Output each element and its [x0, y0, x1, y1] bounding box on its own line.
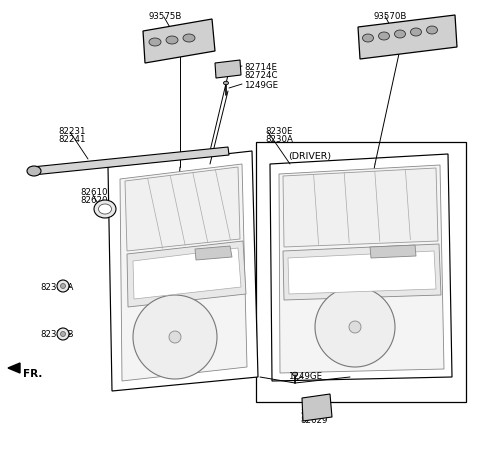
Ellipse shape: [27, 166, 41, 177]
Polygon shape: [279, 166, 444, 373]
Polygon shape: [215, 61, 241, 79]
Text: 93570B: 93570B: [374, 12, 408, 21]
Polygon shape: [302, 394, 332, 421]
Polygon shape: [283, 169, 438, 248]
Text: 82231: 82231: [58, 127, 85, 136]
Polygon shape: [127, 241, 246, 307]
Ellipse shape: [98, 205, 111, 215]
Polygon shape: [288, 252, 436, 295]
Polygon shape: [358, 16, 457, 60]
Text: 82241: 82241: [58, 135, 85, 144]
Polygon shape: [125, 168, 240, 252]
Polygon shape: [133, 249, 241, 299]
Polygon shape: [120, 165, 247, 381]
Ellipse shape: [362, 35, 373, 43]
Text: 8230E: 8230E: [265, 127, 292, 136]
Text: 82629: 82629: [300, 415, 327, 424]
Circle shape: [60, 332, 65, 337]
Ellipse shape: [379, 33, 389, 41]
Text: 82620: 82620: [80, 196, 108, 205]
Polygon shape: [108, 152, 258, 391]
Polygon shape: [270, 155, 452, 381]
Ellipse shape: [183, 35, 195, 43]
Text: 1249GE: 1249GE: [244, 81, 278, 90]
Text: 82714E: 82714E: [244, 63, 277, 72]
Circle shape: [315, 287, 395, 367]
Ellipse shape: [427, 27, 437, 35]
Circle shape: [60, 284, 65, 289]
Ellipse shape: [166, 37, 178, 45]
Circle shape: [57, 328, 69, 340]
Ellipse shape: [395, 31, 406, 39]
Ellipse shape: [149, 39, 161, 47]
Polygon shape: [143, 20, 215, 64]
Ellipse shape: [292, 373, 298, 376]
Text: 82315B: 82315B: [40, 329, 73, 338]
Text: FR.: FR.: [23, 368, 42, 378]
Text: 82610: 82610: [80, 188, 108, 197]
Text: 8230A: 8230A: [265, 135, 293, 144]
Polygon shape: [195, 246, 232, 260]
Text: 1249GE: 1249GE: [288, 371, 322, 380]
Circle shape: [57, 281, 69, 292]
Text: (DRIVER): (DRIVER): [288, 152, 331, 161]
Circle shape: [349, 321, 361, 333]
Ellipse shape: [94, 201, 116, 219]
Bar: [256, 143, 466, 402]
Ellipse shape: [224, 82, 228, 86]
Text: 82724C: 82724C: [244, 71, 277, 80]
Text: 93575B: 93575B: [148, 12, 181, 21]
Text: 82619: 82619: [300, 407, 327, 416]
Polygon shape: [370, 245, 416, 258]
Polygon shape: [283, 244, 441, 300]
Circle shape: [169, 331, 181, 343]
Text: 82315A: 82315A: [40, 282, 73, 291]
Polygon shape: [32, 147, 229, 175]
Polygon shape: [8, 363, 20, 373]
Ellipse shape: [410, 29, 421, 37]
Circle shape: [133, 295, 217, 379]
